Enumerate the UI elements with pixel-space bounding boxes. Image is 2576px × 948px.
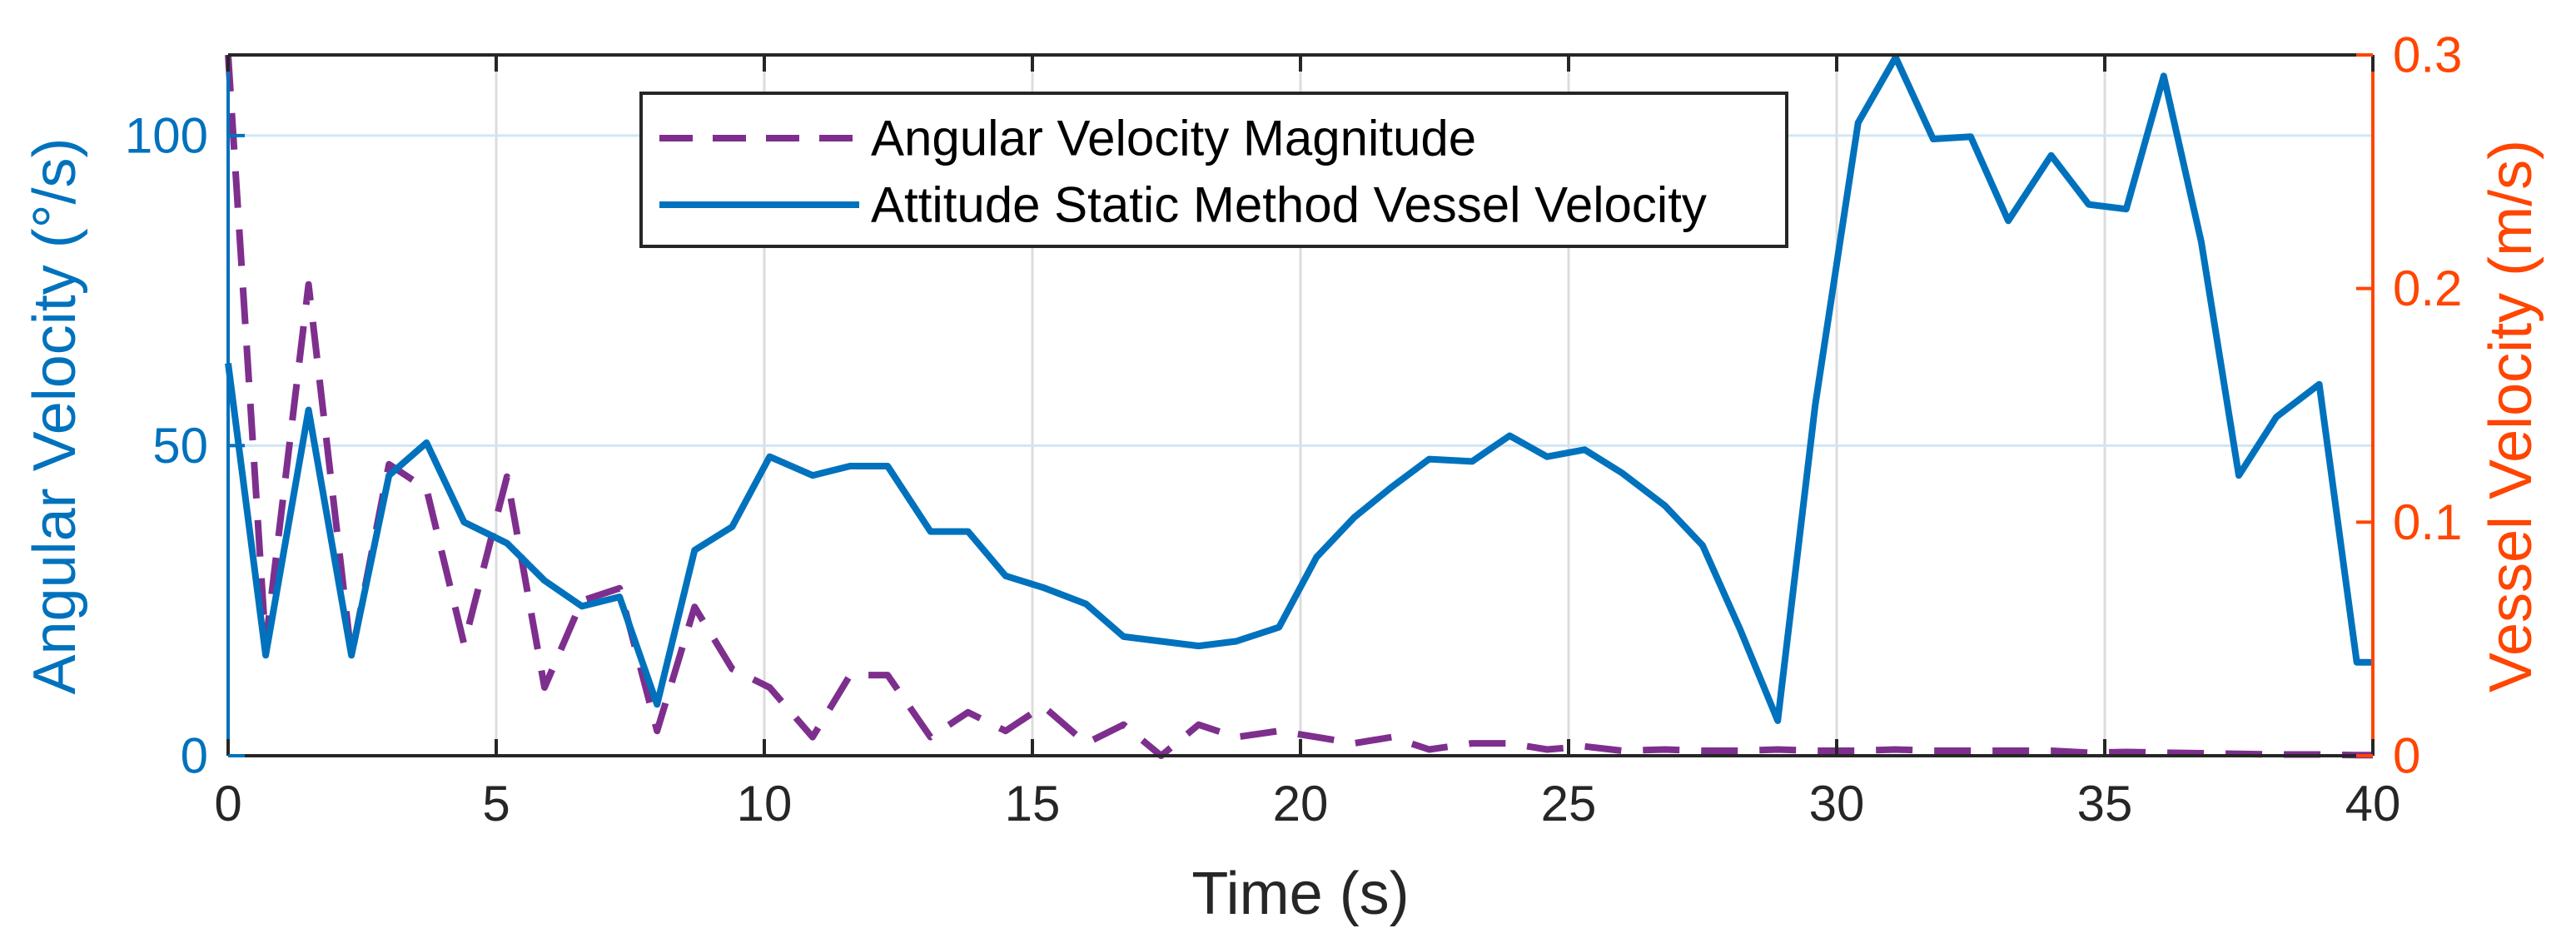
x-tick-label: 0 (214, 776, 241, 831)
x-tick-label: 25 (1541, 776, 1597, 831)
x-axis-label: Time (s) (1191, 861, 1409, 927)
series-angular-velocity-line (225, 54, 2373, 759)
x-tick-label: 40 (2345, 776, 2401, 831)
legend: Angular Velocity Magnitude Attitude Stat… (639, 92, 1788, 248)
right-y-tick-label: 0 (2393, 728, 2420, 784)
left-y-tick-label: 100 (125, 107, 208, 163)
x-tick-label: 5 (482, 776, 510, 831)
x-tick-label: 10 (737, 776, 793, 831)
x-tick-label: 20 (1273, 776, 1329, 831)
left-y-axis-label: Angular Velocity (°/s) (22, 137, 88, 694)
legend-box (639, 92, 1788, 248)
right-y-tick-label: 0.1 (2393, 494, 2462, 550)
right-y-axis-label: Vessel Velocity (m/s) (2478, 140, 2544, 692)
x-tick-label: 35 (2077, 776, 2133, 831)
x-tick-label: 30 (1809, 776, 1865, 831)
series-lines (225, 53, 2373, 759)
right-y-tick-label: 0.3 (2393, 27, 2462, 83)
left-y-tick-label: 50 (152, 418, 208, 474)
legend-label-angular-velocity: Angular Velocity Magnitude (871, 111, 1476, 166)
left-y-tick-label: 0 (181, 728, 208, 784)
x-tick-label: 15 (1005, 776, 1061, 831)
series-vessel-velocity-line (225, 53, 2373, 724)
legend-label-vessel-velocity: Attitude Static Method Vessel Velocity (871, 177, 1707, 233)
right-y-tick-label: 0.2 (2393, 261, 2462, 316)
